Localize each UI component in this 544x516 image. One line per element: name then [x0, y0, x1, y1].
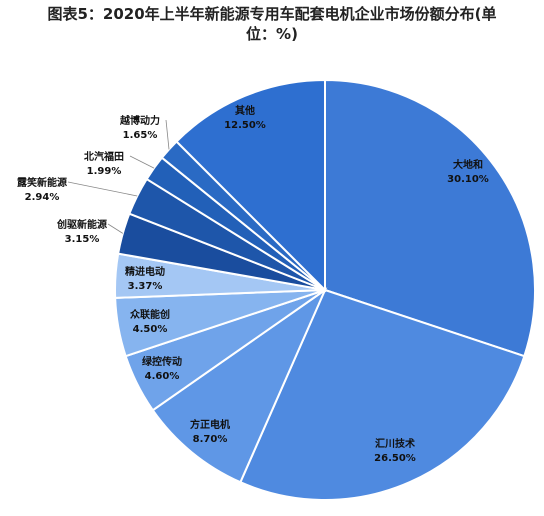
slice-value-label: 3.37% — [128, 281, 163, 292]
slice-name-label: 众联能创 — [130, 308, 170, 321]
leader-line-8 — [129, 155, 155, 169]
slice-name-label: 创驱新能源 — [56, 218, 107, 231]
slice-name-label: 精进电动 — [125, 265, 165, 278]
pie-slice-0 — [324, 78, 536, 358]
slice-value-label: 2.94% — [25, 192, 60, 203]
slice-name-label: 越博动力 — [119, 114, 160, 127]
slice-value-label: 8.70% — [193, 434, 228, 445]
slice-name-label: 大地和 — [453, 158, 483, 171]
leader-line-6 — [107, 223, 124, 234]
slice-value-label: 12.50% — [224, 120, 266, 131]
pie-slice-10 — [175, 78, 326, 293]
slice-value-label: 3.15% — [65, 234, 100, 245]
chart-title-line1: 图表5：2020年上半年新能源专用车配套电机企业市场份额分布(单 — [47, 5, 497, 23]
leader-line-7 — [67, 181, 138, 197]
pie-slices — [114, 78, 536, 501]
slice-name-label: 方正电机 — [190, 418, 230, 431]
slice-name-label: 汇川技术 — [375, 437, 415, 450]
slice-value-label: 4.60% — [145, 371, 180, 382]
slice-name-label: 绿控传动 — [142, 355, 182, 368]
slice-value-label: 1.99% — [87, 166, 122, 177]
slice-value-label: 30.10% — [447, 174, 489, 185]
chart-title-line2: 位：%) — [246, 25, 298, 43]
slice-labels: 大地和 30.10% 汇川技术 26.50% 方正电机 8.70% 绿控传动 4.60% 众联能… — [17, 104, 489, 464]
slice-value-label: 26.50% — [374, 453, 416, 464]
slice-value-label: 1.65% — [123, 130, 158, 141]
chart-title: 图表5：2020年上半年新能源专用车配套电机企业市场份额分布(单 位：%) — [0, 4, 544, 44]
leader-lines — [67, 119, 170, 234]
slice-name-label: 其他 — [235, 104, 255, 117]
leader-line-9 — [165, 119, 170, 150]
slice-name-label: 北汽福田 — [84, 150, 124, 163]
pie-slice-2 — [151, 287, 328, 484]
pie-slice-1 — [239, 288, 526, 501]
slice-value-label: 4.50% — [133, 324, 168, 335]
slice-name-label: 露笑新能源 — [17, 176, 67, 189]
